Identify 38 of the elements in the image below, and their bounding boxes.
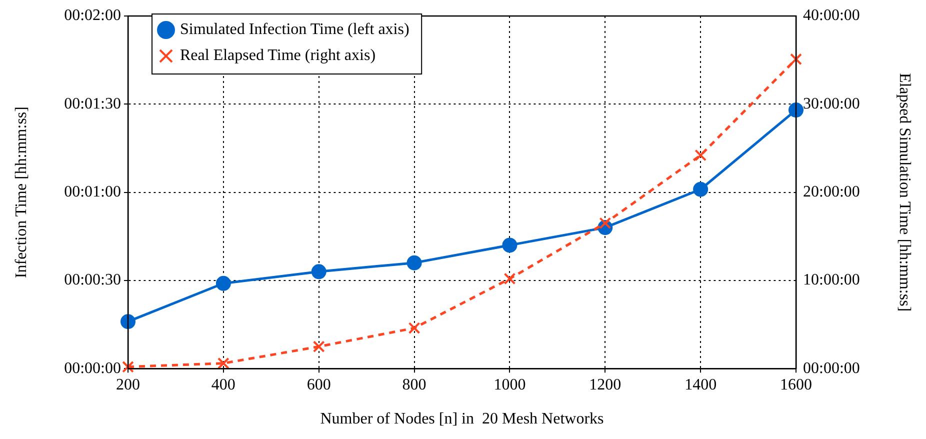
x-tick-label: 400 <box>211 376 236 394</box>
point <box>599 217 612 230</box>
y-tick-label: 00:02:00 <box>64 7 121 24</box>
point <box>312 340 325 353</box>
y-tick-label: 00:01:00 <box>64 184 121 201</box>
legend-label: Simulated Infection Time (left axis) <box>180 21 410 38</box>
y-tick-label: 00:00:00 <box>64 360 121 377</box>
y2-tick-label: 40:00:00 <box>803 7 860 24</box>
point <box>504 272 516 285</box>
x-tick-label: 1400 <box>684 376 717 394</box>
x-tick-label: 200 <box>116 376 140 394</box>
point <box>502 238 518 253</box>
point <box>406 255 422 270</box>
x-tick-label: 1000 <box>494 376 526 394</box>
point <box>217 357 230 370</box>
x-axis-title: Number of Nodes [n] in 20 Mesh Networks <box>320 410 604 428</box>
legend-label: Real Elapsed Time (right axis) <box>180 47 376 64</box>
x-tick-label: 600 <box>306 376 331 394</box>
x-tick-label: 800 <box>402 376 426 394</box>
point <box>790 53 802 66</box>
y2-tick-label: 00:00:00 <box>803 360 860 377</box>
x-tick-label: 1200 <box>589 376 622 394</box>
y-tick-label: 00:01:30 <box>64 95 121 112</box>
y2-tick-label: 10:00:00 <box>803 272 860 289</box>
point <box>694 149 707 162</box>
point <box>216 276 231 291</box>
point <box>408 322 420 334</box>
y-tick-label: 00:00:30 <box>64 272 121 289</box>
y-axis-title: Infection Time [hh:mm:ss] <box>12 106 30 278</box>
point <box>122 360 134 373</box>
x-tick-label: 1600 <box>780 376 812 394</box>
point <box>311 264 326 280</box>
point <box>693 182 708 197</box>
point <box>788 102 804 118</box>
point <box>120 314 136 330</box>
y2-tick-label: 20:00:00 <box>803 184 860 201</box>
y2-axis-title: Elapsed Simulation Time [hh:mm:ss] <box>896 72 914 312</box>
y2-tick-label: 30:00:00 <box>803 95 860 112</box>
